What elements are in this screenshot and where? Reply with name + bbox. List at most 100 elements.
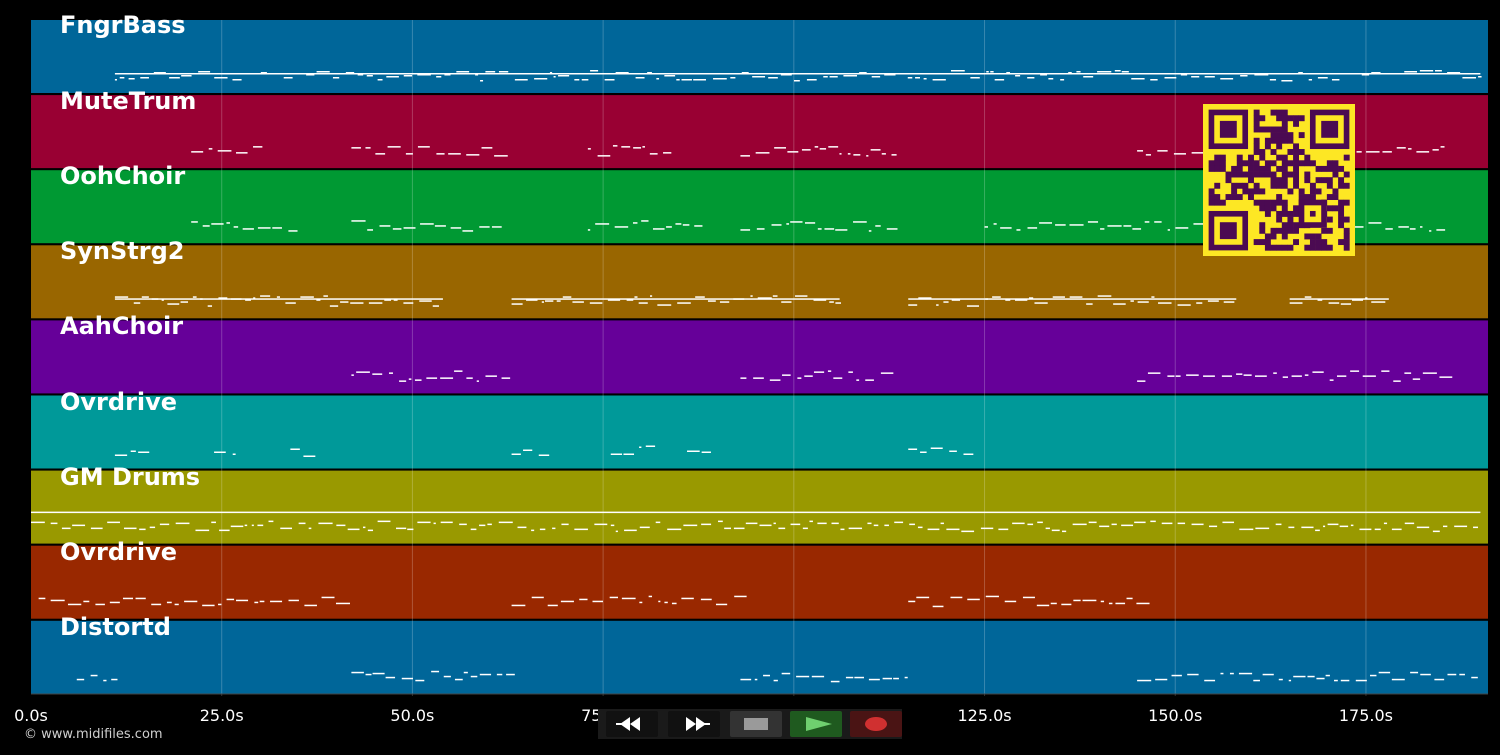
- midi-note: [1459, 673, 1465, 676]
- midi-note: [191, 151, 204, 153]
- midi-note: [257, 524, 264, 527]
- fast-forward-button[interactable]: [668, 711, 720, 737]
- midi-note: [1055, 224, 1066, 226]
- stop-button[interactable]: [730, 711, 782, 737]
- midi-note: [882, 677, 892, 680]
- midi-note: [884, 524, 889, 527]
- midi-note: [135, 597, 146, 600]
- midi-note: [1381, 370, 1390, 372]
- midi-note: [763, 674, 770, 677]
- record-button[interactable]: [850, 711, 902, 737]
- midi-note: [1378, 671, 1391, 674]
- midi-note: [420, 223, 434, 225]
- midi-note: [1029, 297, 1034, 299]
- midi-note: [1262, 673, 1274, 676]
- midi-note: [1282, 376, 1289, 378]
- midi-note: [1191, 152, 1206, 154]
- midi-note: [1362, 375, 1376, 377]
- midi-note: [1015, 75, 1021, 77]
- midi-note: [431, 670, 440, 673]
- midi-note: [166, 601, 172, 604]
- midi-note: [1323, 525, 1326, 528]
- rewind-button[interactable]: [606, 711, 658, 737]
- midi-note: [1155, 678, 1168, 681]
- midi-note: [1288, 526, 1295, 529]
- midi-note: [1340, 679, 1350, 682]
- midi-note: [946, 528, 960, 531]
- midi-note: [829, 76, 838, 78]
- midi-note: [192, 296, 197, 298]
- midi-note: [141, 296, 149, 298]
- time-tick-label: 25.0s: [199, 706, 244, 725]
- midi-note: [103, 679, 107, 682]
- midi-note: [211, 223, 224, 225]
- midi-note: [202, 604, 215, 607]
- midi-note: [1275, 523, 1282, 526]
- time-tick-label: 50.0s: [390, 706, 435, 725]
- midi-note: [623, 453, 635, 455]
- midi-note: [819, 148, 827, 150]
- midi-note: [639, 601, 643, 604]
- midi-note: [985, 595, 999, 598]
- midi-note: [681, 597, 694, 600]
- midi-note: [1000, 227, 1012, 229]
- midi-note: [50, 522, 58, 525]
- midi-note: [782, 374, 791, 376]
- play-button[interactable]: [790, 711, 842, 737]
- midi-note: [356, 371, 370, 373]
- midi-note: [590, 70, 599, 72]
- midi-note: [1137, 301, 1149, 303]
- midi-note: [1220, 672, 1224, 675]
- midi-note: [806, 79, 817, 81]
- midi-note: [538, 454, 550, 456]
- midi-note: [475, 74, 479, 76]
- midi-note: [904, 676, 908, 679]
- midi-note: [1429, 230, 1432, 232]
- midi-note: [880, 372, 894, 374]
- midi-note: [377, 520, 391, 523]
- midi-note: [1419, 70, 1434, 72]
- track-lane: [31, 620, 1488, 694]
- midi-note: [1254, 74, 1269, 76]
- midi-note: [408, 378, 412, 380]
- midi-note: [1412, 378, 1421, 380]
- midi-note: [1100, 228, 1105, 230]
- midi-note: [1180, 74, 1188, 76]
- midi-note: [881, 153, 886, 155]
- midi-note: [693, 79, 706, 81]
- midi-note: [230, 525, 244, 528]
- midi-note: [1060, 79, 1065, 81]
- midi-note: [479, 673, 492, 676]
- midi-note: [1404, 71, 1418, 73]
- midi-note: [392, 228, 402, 230]
- midi-note: [642, 146, 645, 148]
- midi-note: [1396, 147, 1406, 149]
- midi-note: [523, 449, 533, 451]
- midi-note: [1273, 372, 1277, 374]
- midi-note: [1289, 302, 1303, 304]
- midi-note: [388, 372, 393, 374]
- midi-note: [407, 528, 414, 531]
- midi-note: [664, 601, 668, 604]
- midi-note: [1121, 71, 1129, 73]
- midi-note: [470, 528, 477, 531]
- track-name: MuteTrum: [60, 87, 197, 116]
- midi-note: [552, 527, 556, 530]
- midi-note: [1204, 76, 1215, 78]
- midi-note: [304, 604, 317, 607]
- midi-note: [511, 453, 521, 455]
- midi-note: [128, 78, 135, 80]
- midi-note: [963, 453, 974, 455]
- midi-note: [375, 153, 386, 155]
- midi-note: [562, 296, 572, 298]
- midi-note: [233, 226, 239, 228]
- midi-note: [1114, 70, 1121, 72]
- midi-note: [436, 76, 442, 78]
- midi-note: [232, 453, 236, 455]
- midi-note: [1130, 300, 1134, 302]
- midi-note: [1193, 223, 1206, 225]
- midi-note: [875, 225, 881, 227]
- midi-note: [501, 377, 511, 379]
- midi-note: [927, 528, 940, 531]
- midi-note: [645, 445, 656, 447]
